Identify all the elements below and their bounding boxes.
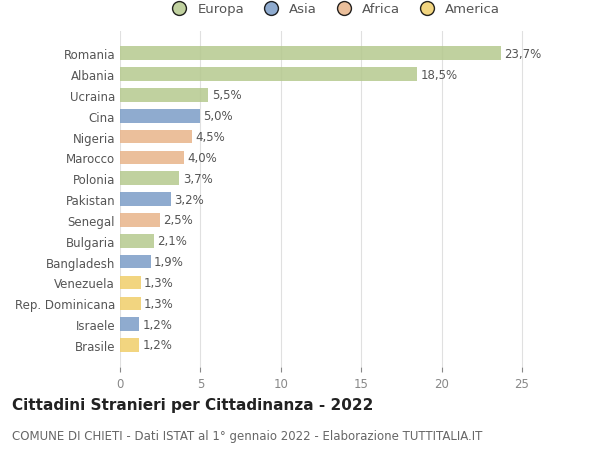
Text: 2,1%: 2,1% [157,235,187,248]
Text: 4,5%: 4,5% [196,131,226,144]
Bar [120,276,141,290]
Bar [120,338,139,352]
Bar [120,318,139,331]
Bar [120,89,208,102]
Bar [120,151,184,165]
Text: 3,7%: 3,7% [182,173,212,185]
Bar [120,172,179,185]
Text: 1,2%: 1,2% [143,339,172,352]
Legend: Europa, Asia, Africa, America: Europa, Asia, Africa, America [163,0,503,19]
Text: 1,3%: 1,3% [144,276,174,289]
Bar [120,68,418,82]
Bar [120,110,200,123]
Text: 23,7%: 23,7% [504,48,541,61]
Text: 5,0%: 5,0% [203,110,233,123]
Bar [120,297,141,310]
Text: 4,0%: 4,0% [188,151,217,165]
Bar [120,130,193,144]
Text: COMUNE DI CHIETI - Dati ISTAT al 1° gennaio 2022 - Elaborazione TUTTITALIA.IT: COMUNE DI CHIETI - Dati ISTAT al 1° genn… [12,429,482,442]
Bar [120,193,172,207]
Text: 5,5%: 5,5% [212,89,241,102]
Bar [120,214,160,227]
Text: 18,5%: 18,5% [421,68,458,81]
Text: Cittadini Stranieri per Cittadinanza - 2022: Cittadini Stranieri per Cittadinanza - 2… [12,397,373,412]
Text: 3,2%: 3,2% [175,193,205,206]
Text: 1,9%: 1,9% [154,256,184,269]
Text: 2,5%: 2,5% [163,214,193,227]
Text: 1,2%: 1,2% [143,318,172,331]
Bar [120,235,154,248]
Text: 1,3%: 1,3% [144,297,174,310]
Bar [120,47,501,61]
Bar [120,255,151,269]
